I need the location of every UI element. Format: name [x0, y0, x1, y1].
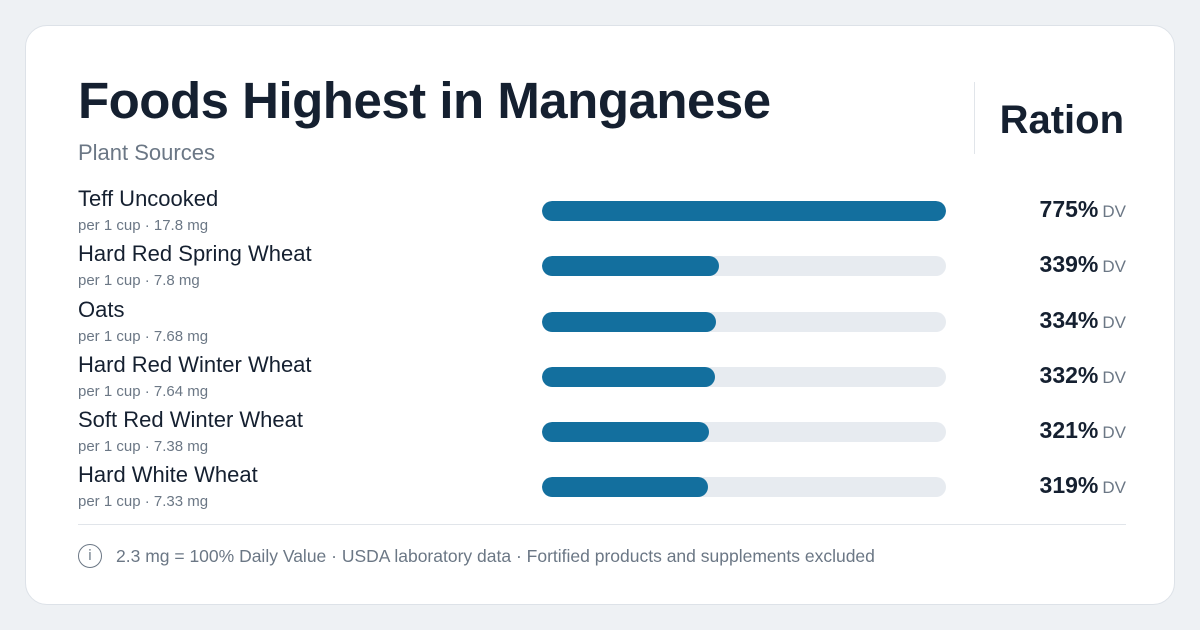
value-label: 339% DV — [1040, 251, 1126, 278]
bar-list: Teff Uncooked per 1 cup · 17.8 mg 775% DV Ha… — [78, 186, 1126, 518]
brand-logo: Ration — [999, 98, 1124, 142]
percent-value: 334% — [1039, 306, 1099, 333]
food-name: Teff Uncooked — [78, 186, 219, 211]
bar-fill — [542, 422, 710, 443]
bar-track — [542, 366, 946, 387]
food-name: Oats — [78, 296, 125, 322]
bar-track — [542, 201, 946, 221]
percent-value: 321% — [1039, 417, 1099, 444]
bar-row: Hard Red Spring Wheat per 1 cup · 7.8 mg 3… — [78, 241, 1126, 296]
dv-unit: DV — [1102, 202, 1126, 221]
bar-fill — [542, 201, 946, 221]
value-label: 775% DV — [1040, 196, 1126, 223]
serving-detail: per 1 cup · 7.33 mg — [78, 493, 209, 511]
percent-value: 332% — [1039, 361, 1099, 388]
footer-divider — [78, 524, 1126, 525]
value-label: 334% DV — [1040, 307, 1126, 334]
footer-text: 2.3 mg = 100% Daily Value · USDA laborat… — [116, 545, 875, 566]
percent-value: 339% — [1039, 251, 1099, 278]
bar-track — [542, 422, 946, 443]
food-name: Hard Red Winter Wheat — [78, 351, 312, 377]
bar-track — [542, 256, 946, 277]
bar-row: Hard White Wheat per 1 cup · 7.33 mg 319% D… — [78, 462, 1126, 517]
food-name: Hard White Wheat — [78, 462, 258, 488]
serving-detail: per 1 cup · 17.8 mg — [78, 217, 209, 234]
dv-unit: DV — [1102, 312, 1126, 332]
value-label: 332% DV — [1040, 362, 1126, 389]
bar-track — [542, 311, 946, 332]
chart-card: Foods Highest in Manganese Plant Sources… — [25, 25, 1175, 605]
info-icon: i — [78, 544, 102, 568]
serving-detail: per 1 cup · 7.8 mg — [78, 272, 200, 290]
bar-row: Oats per 1 cup · 7.68 mg 334% DV — [78, 297, 1126, 352]
percent-value: 319% — [1039, 472, 1099, 499]
serving-detail: per 1 cup · 7.64 mg — [78, 382, 209, 400]
header-divider — [974, 82, 975, 154]
bar-track — [542, 477, 946, 498]
food-name: Soft Red Winter Wheat — [78, 407, 303, 433]
dv-unit: DV — [1102, 423, 1126, 443]
bar-row: Hard Red Winter Wheat per 1 cup · 7.64 mg… — [78, 352, 1126, 407]
value-label: 321% DV — [1040, 417, 1126, 444]
bar-fill — [542, 366, 716, 387]
footer-note: i 2.3 mg = 100% Daily Value · USDA labor… — [78, 544, 875, 568]
serving-detail: per 1 cup · 7.68 mg — [78, 327, 209, 345]
dv-unit: DV — [1102, 257, 1126, 277]
percent-value: 775% — [1039, 196, 1099, 222]
dv-unit: DV — [1102, 367, 1126, 387]
bar-fill — [542, 311, 717, 332]
bar-row: Soft Red Winter Wheat per 1 cup · 7.38 mg… — [78, 407, 1126, 462]
chart-subtitle: Plant Sources — [78, 140, 215, 165]
food-name: Hard Red Spring Wheat — [78, 241, 312, 267]
dv-unit: DV — [1102, 478, 1126, 498]
bar-row: Teff Uncooked per 1 cup · 17.8 mg 775% DV — [78, 186, 1126, 241]
chart-title: Foods Highest in Manganese — [78, 72, 771, 129]
bar-fill — [542, 256, 719, 277]
value-label: 319% DV — [1040, 472, 1126, 499]
serving-detail: per 1 cup · 7.38 mg — [78, 438, 209, 456]
bar-fill — [542, 477, 709, 498]
